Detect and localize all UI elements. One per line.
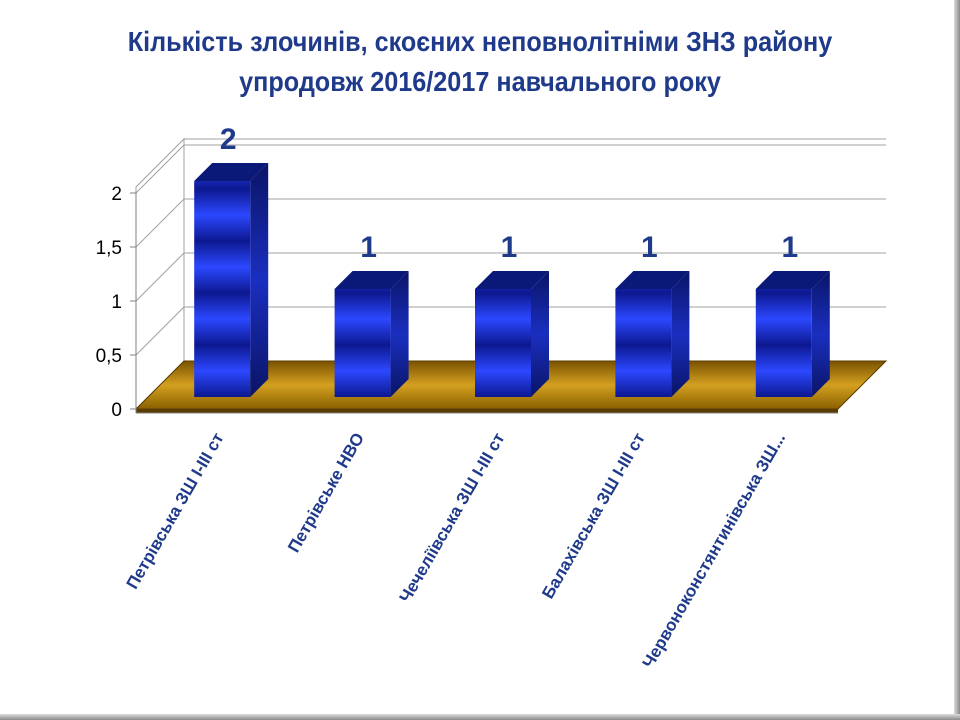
category-label: Петрівське НВО [284, 430, 368, 556]
category-label: Петрівська ЗШ І-ІІІ ст [123, 430, 228, 593]
floor-edge [136, 409, 838, 413]
bar-front [475, 289, 531, 397]
slide-shadow-right [954, 0, 960, 720]
bar-side [811, 271, 830, 397]
gridline-side [135, 144, 185, 194]
gridline-side [135, 198, 185, 248]
category-label: Червоноконстянтинівська ЗШ... [639, 430, 790, 672]
bar-front [334, 289, 391, 397]
category-label: Балахівська ЗШ І-ІІІ ст [538, 430, 649, 603]
chart-title-line-1: Кількість злочинів, скоєних неповнолітні… [127, 26, 833, 57]
bar-front [755, 289, 812, 397]
bar [475, 271, 549, 397]
bar-side [531, 271, 549, 397]
bar-top [194, 163, 269, 181]
bar-side [250, 163, 269, 397]
slide-shadow-bottom [0, 714, 960, 720]
axes [130, 191, 838, 414]
gridline-side [135, 252, 185, 302]
chart-title-line-2: упродовж 2016/2017 навчального року [239, 66, 721, 97]
bar [755, 271, 830, 397]
bar-top [475, 271, 549, 289]
data-label: 2 [220, 123, 237, 156]
bar-top [615, 271, 690, 289]
y-tick-label: 2 [111, 184, 122, 205]
bar-front [194, 181, 251, 397]
y-tick-label: 0,5 [96, 346, 122, 367]
data-label: 1 [360, 231, 377, 264]
chart-title: Кількість злочинів, скоєних неповнолітні… [102, 22, 858, 102]
bar [194, 163, 269, 397]
bar-side [671, 271, 690, 397]
data-label: 1 [501, 231, 518, 264]
category-label: Чечеліївська ЗШ І-ІІІ ст [396, 430, 509, 606]
data-label: 1 [641, 231, 658, 264]
data-label: 1 [781, 231, 798, 264]
bar-front [615, 289, 672, 397]
gridline-side [135, 306, 185, 356]
bars [194, 163, 830, 397]
bar-top [755, 271, 830, 289]
y-tick-label: 0 [111, 400, 122, 421]
bar-top [334, 271, 409, 289]
bar [615, 271, 690, 397]
y-tick-label: 1,5 [96, 238, 122, 259]
bar [334, 271, 409, 397]
bar-side [390, 271, 409, 397]
y-tick-label: 1 [111, 292, 122, 313]
